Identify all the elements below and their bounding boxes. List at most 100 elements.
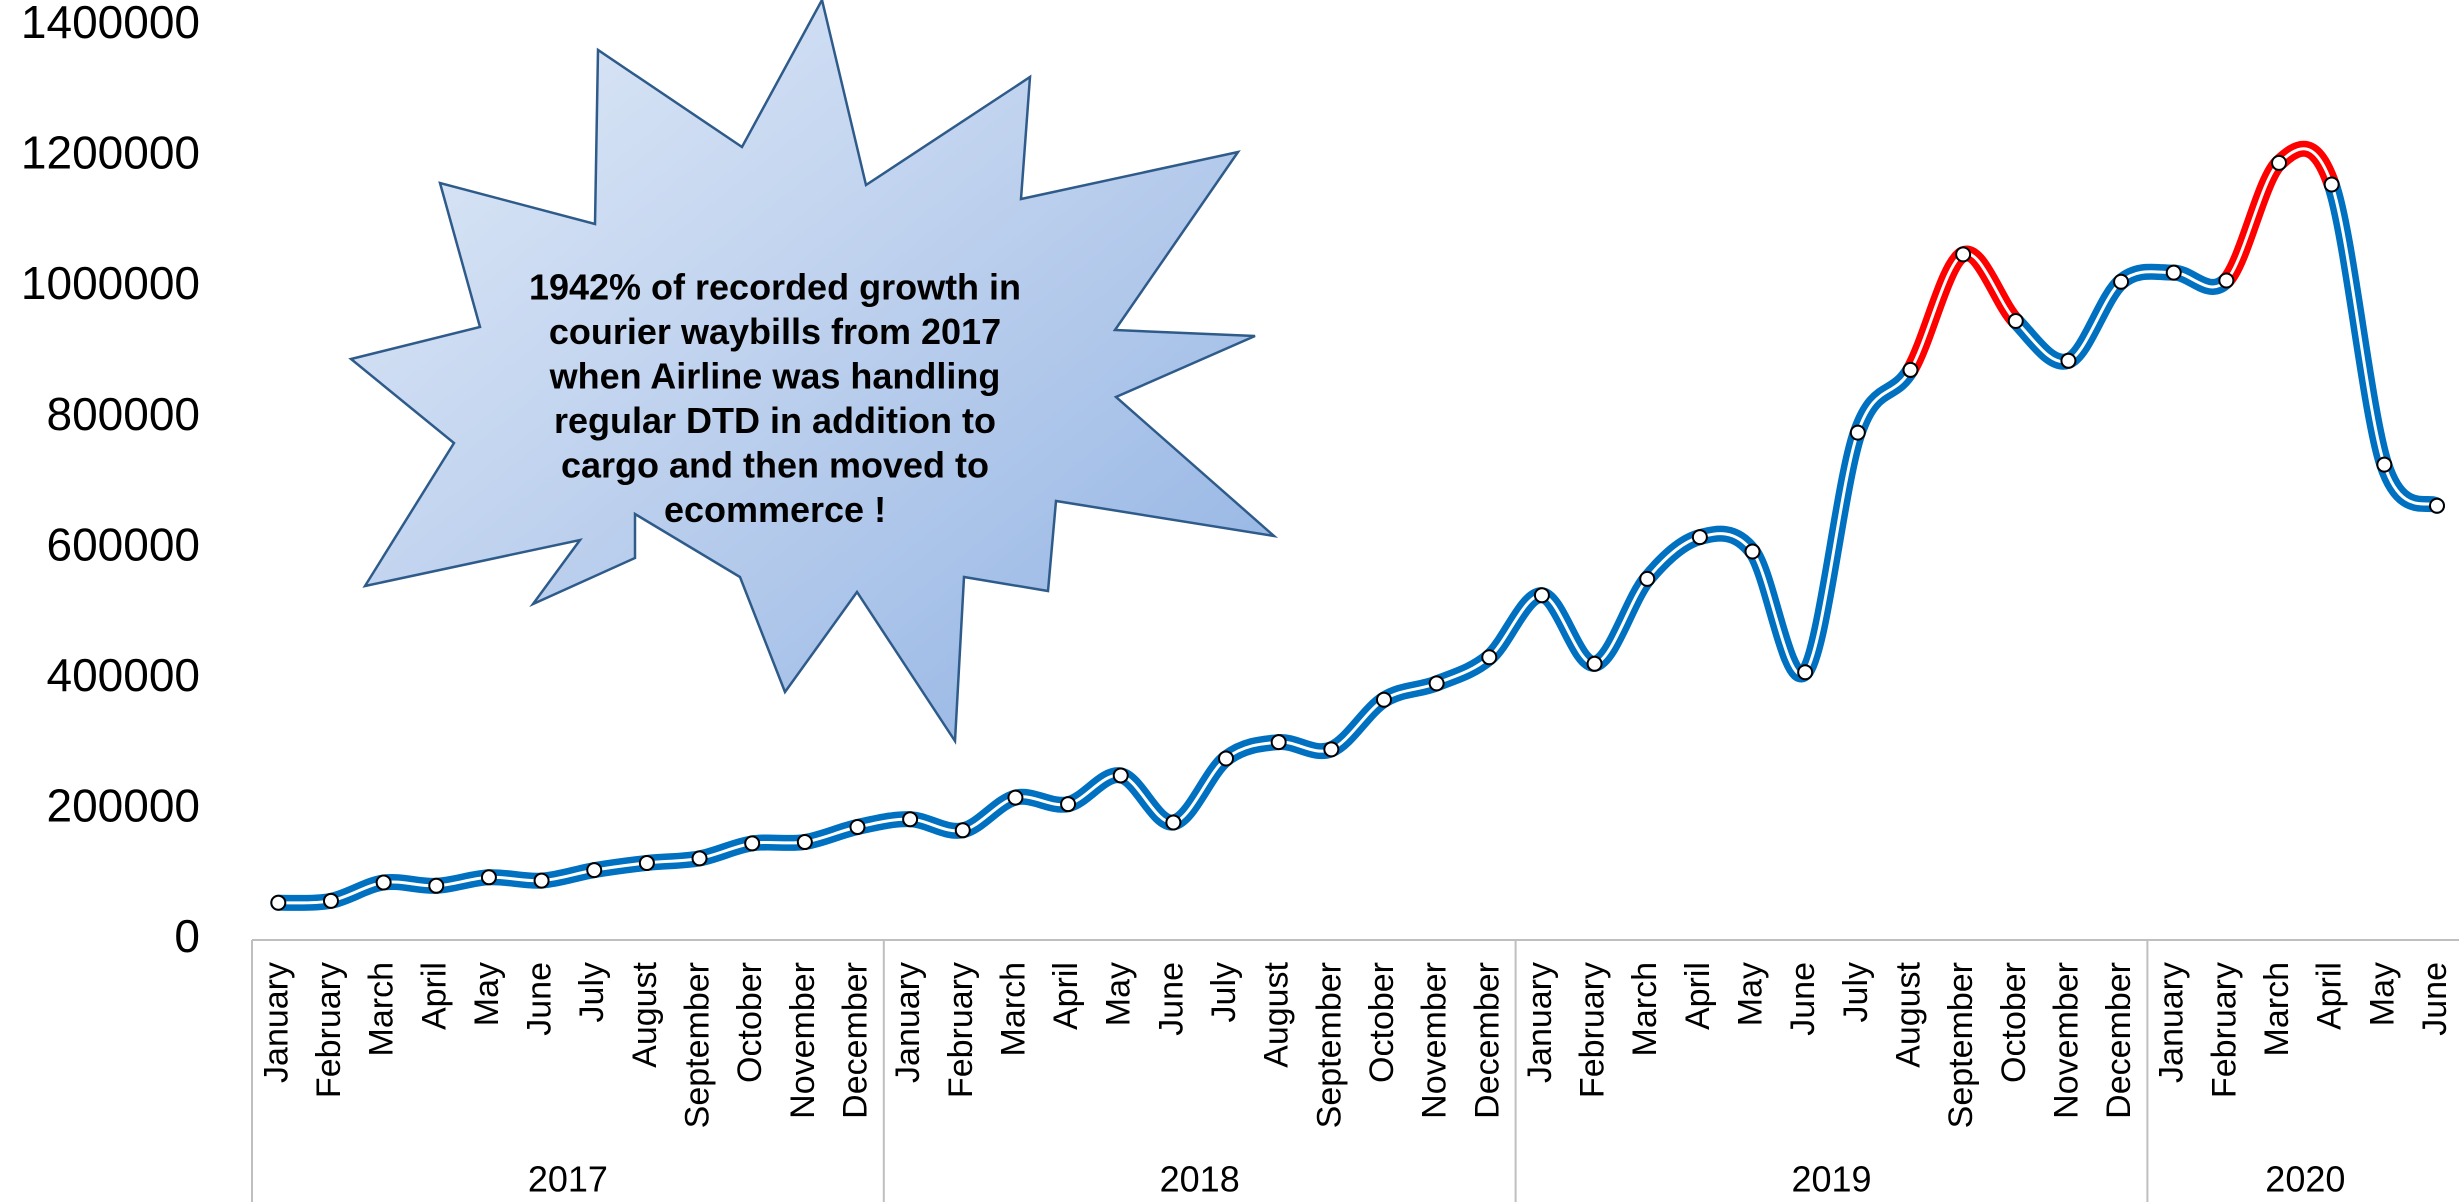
axes: 0 200000 400000 600000 800000 1000000 1200000 1… [21,0,2459,1202]
x-tick-label: May [468,962,506,1026]
x-tick-label: March [2258,962,2296,1056]
x-tick-label: March [363,962,401,1056]
data-point [2113,273,2130,290]
data-point [2218,272,2235,289]
x-tick-label: April [2311,962,2349,1030]
x-tick-label: November [784,962,822,1119]
data-point [428,877,445,894]
data-point [270,894,287,911]
x-tick-label: November [2047,962,2085,1119]
x-tick-label: June [1152,962,1190,1036]
annotation-line: cargo and then moved to [561,445,989,486]
data-point [691,850,708,867]
x-tick-label: May [1732,962,1770,1026]
y-tick-label: 400000 [47,649,201,701]
data-point [1639,570,1656,587]
x-tick-label: September [1310,962,1348,1128]
data-point [902,811,919,828]
x-tick-label: March [1626,962,1664,1056]
data-point [2271,154,2288,171]
data-point [954,822,971,839]
x-tick-label: October [1995,962,2033,1083]
y-tick-label: 800000 [47,388,201,440]
series-line-highlight [1902,245,2024,378]
data-point [1586,655,1603,672]
data-point [1323,741,1340,758]
x-tick-label: April [415,962,453,1030]
x-tick-label: June [1784,962,1822,1036]
x-tick-label: December [1468,962,1506,1119]
data-point [1849,424,1866,441]
x-tick-label: May [2363,962,2401,1026]
year-label: 2017 [528,1159,608,1200]
y-tick-label: 1200000 [21,127,200,179]
x-tick-label: October [731,962,769,1083]
year-label: 2020 [2265,1159,2345,1200]
x-tick-label: December [836,962,874,1119]
data-point [1902,361,1919,378]
annotation-line: when Airline was handling [549,356,1001,397]
data-point [1797,664,1814,681]
data-point [744,835,761,852]
data-point [1060,796,1077,813]
data-point [2165,264,2182,281]
y-tick-label: 0 [174,910,200,962]
data-point [375,874,392,891]
x-tick-label: February [942,962,980,1098]
data-point [533,872,550,889]
data-point [849,819,866,836]
x-tick-label: July [573,962,611,1022]
x-tick-label: January [257,962,295,1083]
data-point [2060,352,2077,369]
x-tick-label: June [2416,962,2454,1036]
x-tick-label: October [1363,962,1401,1083]
data-point [1218,750,1235,767]
data-point [480,869,497,886]
data-point [638,854,655,871]
annotation-line: regular DTD in addition to [554,400,996,441]
x-tick-label: April [1679,962,1717,1030]
data-point [1955,246,1972,263]
year-label: 2018 [1160,1159,1240,1200]
x-tick-label: February [2205,962,2243,1098]
data-point [1533,587,1550,604]
x-tick-label: April [1047,962,1085,1030]
y-tick-label: 200000 [47,780,201,832]
x-tick-label: September [1942,962,1980,1128]
y-tick-label: 1000000 [21,257,200,309]
x-tick-label: February [1574,962,1612,1098]
data-point [1270,734,1287,751]
x-tick-label: August [626,961,664,1067]
data-point [586,862,603,879]
x-tick-label: January [1521,962,1559,1083]
annotation-line: ecommerce ! [664,489,886,530]
data-point [796,834,813,851]
x-tick-label: June [521,962,559,1036]
data-point [2323,176,2340,193]
x-tick-label: August [1889,961,1927,1067]
x-tick-label: January [889,962,927,1083]
data-point [1428,675,1445,692]
starburst-shape [348,0,1279,745]
y-tick-label: 1400000 [21,0,200,48]
x-tick-label: May [1100,962,1138,1026]
data-point [1691,529,1708,546]
data-point [1744,543,1761,560]
x-tick-label: July [1205,962,1243,1022]
x-tick-label: December [2100,962,2138,1119]
data-point [2007,312,2024,329]
x-tick-label: November [1416,962,1454,1119]
data-point [1375,691,1392,708]
year-label: 2019 [1791,1159,1871,1200]
x-tick-label: February [310,962,348,1098]
data-point [1165,814,1182,831]
data-point [1007,789,1024,806]
annotation-line: 1942% of recorded growth in [529,267,1021,308]
y-tick-label: 600000 [47,518,201,570]
data-markers [270,154,2445,911]
annotation-line: courier waybills from 2017 [549,311,1001,352]
x-tick-label: August [1258,961,1296,1067]
x-tick-label: March [994,962,1032,1056]
